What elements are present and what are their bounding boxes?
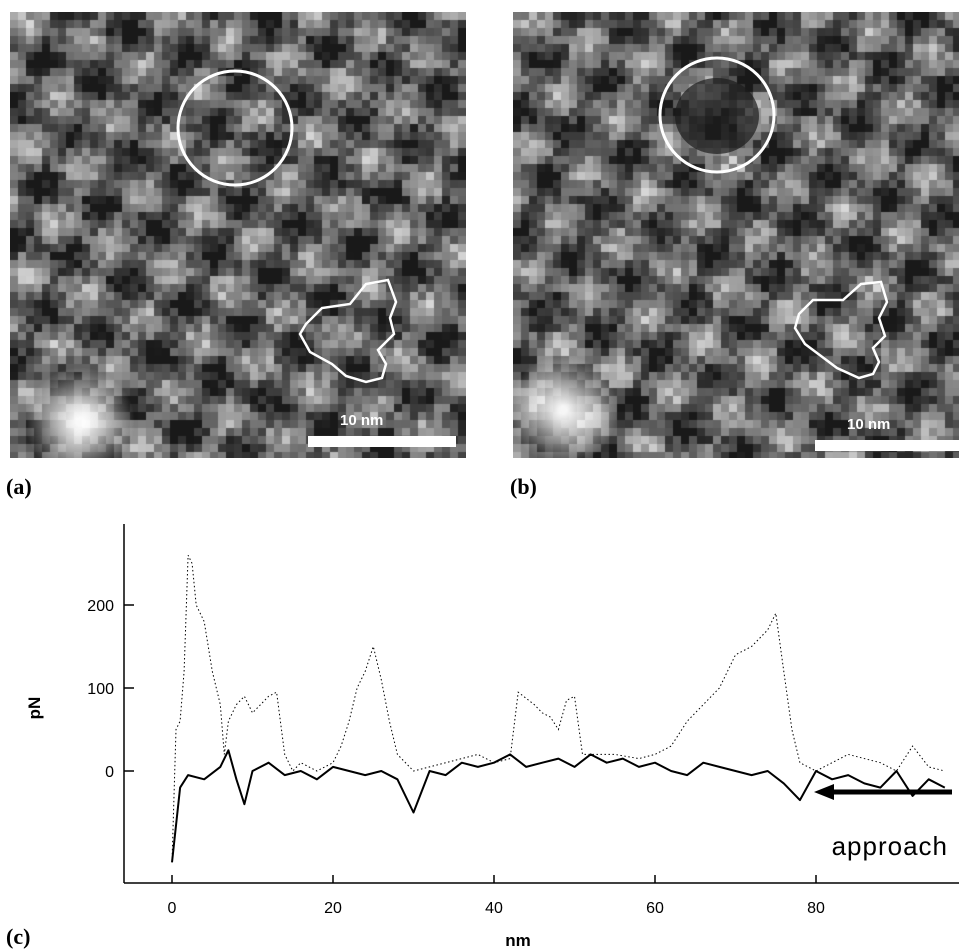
- scale-label-a: 10 nm: [340, 412, 384, 429]
- highlight-circle-a: [176, 69, 294, 187]
- y-tick-label: 200: [87, 598, 114, 615]
- annotations-a: [176, 69, 398, 384]
- scale-bar-b: [815, 440, 959, 451]
- y-tick-label: 0: [105, 764, 114, 781]
- x-tick-label: 80: [807, 900, 825, 917]
- x-tick-label: 40: [485, 900, 503, 917]
- x-tick-label: 60: [646, 900, 664, 917]
- panel-label-a: (a): [6, 474, 32, 499]
- approach-arrow-head: [814, 784, 834, 800]
- chart-annotations: approach: [814, 784, 952, 861]
- afm-image-a: 10 nm: [10, 12, 466, 458]
- y-axis-label: pN: [25, 697, 44, 720]
- chart-series: [171, 554, 946, 863]
- series-approach-solid: [171, 749, 946, 863]
- panel-label-b: (b): [510, 474, 537, 499]
- y-tick-label: 100: [87, 681, 114, 698]
- approach-label: approach: [832, 831, 948, 861]
- highlight-circle-b: [658, 56, 776, 174]
- scale-label-b: 10 nm: [847, 416, 891, 433]
- dark-region-b: [675, 78, 759, 154]
- series-retract-dotted: [171, 554, 945, 863]
- x-axis-label: nm: [505, 931, 531, 950]
- afm-texture-a: [10, 12, 466, 458]
- highlight-outline-b: [793, 280, 889, 380]
- highlight-outline-a: [298, 278, 398, 384]
- chart-axes: 0 100 200 0 20 40 60 80: [87, 524, 959, 917]
- afm-image-b: 10 nm: [513, 12, 959, 458]
- x-tick-label: 0: [168, 900, 177, 917]
- scale-bar-a: [308, 436, 456, 447]
- annotations-b: [658, 56, 889, 380]
- x-tick-label: 20: [324, 900, 342, 917]
- force-curve-chart: 0 100 200 0 20 40 60 80 approach pN nm: [25, 524, 959, 950]
- panel-label-c: (c): [6, 924, 31, 949]
